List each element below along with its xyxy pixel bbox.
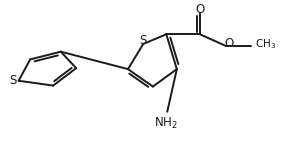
- Text: S: S: [140, 34, 147, 47]
- Text: S: S: [9, 74, 17, 87]
- Text: NH$_2$: NH$_2$: [154, 116, 178, 131]
- Text: O: O: [195, 3, 205, 16]
- Text: CH$_3$: CH$_3$: [255, 37, 277, 51]
- Text: O: O: [224, 37, 233, 50]
